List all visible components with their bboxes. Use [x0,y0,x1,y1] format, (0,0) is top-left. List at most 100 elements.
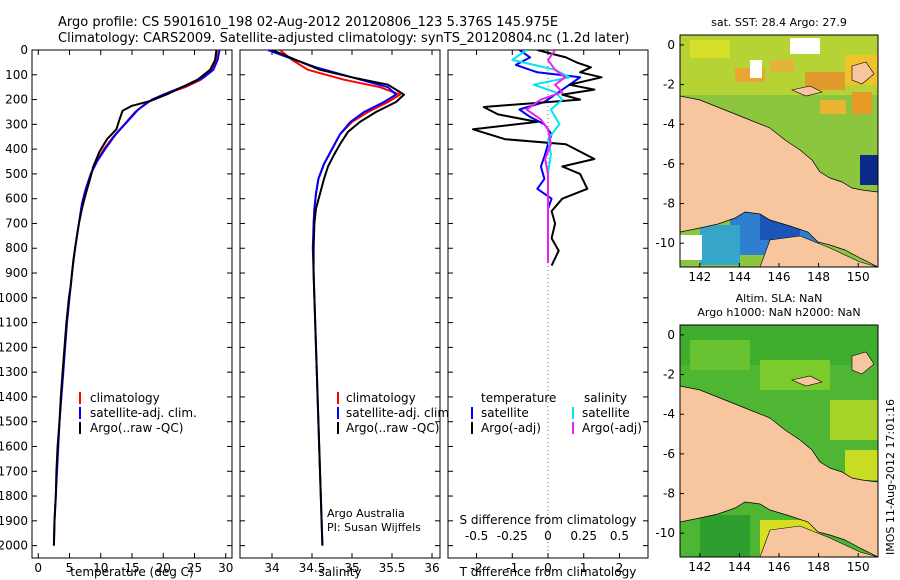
sla-map-title: Altim. SLA: NaN [736,292,823,305]
x-tick-label: 2 [616,561,624,575]
series-line-argo-raw-qc- [52,50,218,546]
sst-land-png [680,95,878,267]
legend-title-temperature: temperature [481,391,556,405]
y-tick-label: 800 [5,241,28,255]
y-tick-label: 1300 [0,365,28,379]
legend-label-sal-satellite: satellite [582,406,630,420]
x-tick-label: 15 [124,561,139,575]
y-tick-label: 200 [5,93,28,107]
x-tick-label: 1 [580,561,588,575]
y-tick-label: 0 [20,43,28,57]
map-y-tick-label: -6 [663,447,675,461]
sla-land-island [851,351,875,375]
difference-series [472,50,603,267]
x-tick-label: 25 [187,561,202,575]
imos-timestamp: IMOS 11-Aug-2012 17:01:16 [884,399,897,555]
t-diff-x-ticks: -2 -1 0 1 2 [471,50,624,575]
y-tick-label: 1200 [0,340,28,354]
annotation-argo-australia: Argo Australia [327,507,405,520]
sst-land-island [791,85,823,97]
salinity-plot-frame [239,49,441,559]
sst-patch [690,40,730,58]
map-y-tick-label: -4 [663,407,675,421]
y-tick-label: 300 [5,117,28,131]
y-tick-label: 2000 [0,539,28,553]
y-tick-label: 1000 [0,291,28,305]
sst-patch [852,92,872,114]
depth-y-ticks: 0 100 200 300 400 500 600 700 800 900 1000 1100 1200… [0,43,232,553]
legend-label-climatology: climatology [90,391,160,405]
y-tick-label: 1900 [0,514,28,528]
s-diff-tick-label: 0 [544,529,552,543]
y-tick-label: 1500 [0,415,28,429]
sst-map-image [680,35,878,267]
series-line-salinity-argo-adj- [525,50,567,264]
map-y-tick-label: -4 [663,117,675,131]
sla-patch [700,515,750,557]
map-x-tick-label: 142 [688,270,711,284]
t-diff-x-label: T difference from climatology [459,565,637,579]
x-tick-label: 30 [218,561,233,575]
sst-land-island [851,61,875,85]
sla-map-image [680,325,878,557]
salinity-x-ticks: 34 34.5 35 35.5 36 [264,50,440,575]
s-diff-tick-label: 0.25 [570,529,597,543]
difference-y-ticks [448,49,648,547]
x-tick-label: 5 [66,561,74,575]
salinity-series [267,50,405,546]
series-line-temperature-argo-adj- [472,50,603,267]
sst-patch [820,100,846,114]
sst-nodata [790,38,820,54]
map-x-tick-label: 150 [847,560,870,574]
sst-patch [805,72,845,90]
map-x-tick-label: 144 [728,270,751,284]
x-tick-label: 35.5 [379,561,406,575]
map-x-tick-label: 150 [847,270,870,284]
sst-cool-area [860,155,878,185]
legend-label-argo: Argo(..raw -QC) [90,421,183,435]
y-tick-label: 600 [5,192,28,206]
y-tick-label: 100 [5,68,28,82]
header-line-1: Argo profile: CS 5901610_198 02-Aug-2012… [58,15,558,30]
x-tick-label: 0 [34,561,42,575]
sla-land-island [791,375,823,387]
temperature-legend: climatology satellite-adj. clim. Argo(..… [79,391,197,435]
legend-label-temp-argo: Argo(-adj) [481,421,541,435]
x-tick-label: 20 [156,561,171,575]
y-tick-label: 1800 [0,489,28,503]
map-y-tick-label: -8 [663,197,675,211]
sst-cool-area [700,225,740,265]
temperature-panel: 0 5 10 15 20 25 30 0 100 200 300 400 500 600 700 800 90… [0,43,233,579]
x-tick-label: -2 [471,561,483,575]
legend-label-temp-satellite: satellite [481,406,529,420]
sst-nodata [750,60,762,78]
map-x-tick-label: 148 [807,270,830,284]
map-y-tick-label: -2 [663,78,675,92]
y-tick-label: 900 [5,266,28,280]
legend-label-sal-argo: Argo(-adj) [582,421,642,435]
map-x-tick-label: 142 [688,560,711,574]
salinity-x-label: salinity [318,565,361,579]
y-tick-label: 1100 [0,316,28,330]
difference-legend: temperature salinity satellite Argo(-adj… [471,391,642,435]
x-tick-label: -1 [506,561,518,575]
map-y-tick-label: -10 [655,526,675,540]
sst-land-australia [759,235,878,267]
sst-map-ticks: 142 144 146 148 150 0 -2 -4 -6 -8 -10 [655,38,869,284]
legend-title-salinity: salinity [584,391,627,405]
annotation-pi: PI: Susan Wijffels [327,521,421,534]
y-tick-label: 1400 [0,390,28,404]
map-x-tick-label: 148 [807,560,830,574]
sla-map-subtitle: Argo h1000: NaN h2000: NaN [697,306,860,319]
sst-map-panel: sat. SST: 28.4 Argo: 27.9 [655,16,879,284]
temperature-x-ticks: 0 5 10 15 20 25 30 [34,50,233,575]
legend-label-argo: Argo(..raw -QC) [346,421,439,435]
y-tick-label: 1700 [0,464,28,478]
sla-map-ticks: 142 144 146 148 150 0 -2 -4 -6 -8 -10 [655,328,869,574]
legend-label-climatology: climatology [346,391,416,405]
salinity-legend: climatology satellite-adj. clim. Argo(..… [337,391,453,435]
sla-patch [845,450,878,480]
difference-panel: -2 -1 0 1 2 -0.5 -0.25 0 0.25 0.5 S difference f… [447,49,649,579]
salinity-panel: 34 34.5 35 35.5 36 salinity climatology sate… [239,49,453,579]
